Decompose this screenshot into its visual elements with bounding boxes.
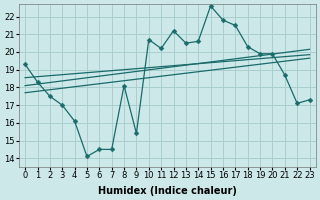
X-axis label: Humidex (Indice chaleur): Humidex (Indice chaleur) bbox=[98, 186, 237, 196]
